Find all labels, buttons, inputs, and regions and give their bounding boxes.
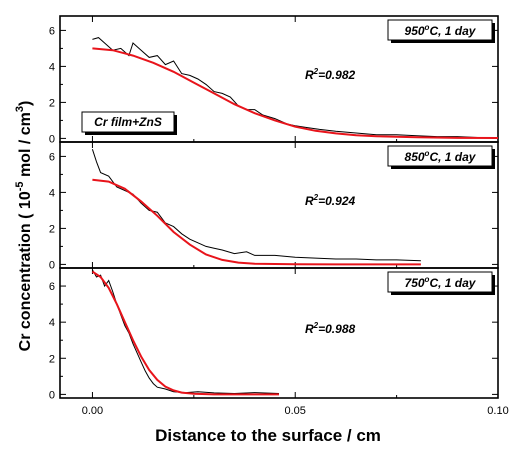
degree-sign: o [425, 149, 430, 158]
y-axis-title: Cr concentration ( 10-5 mol / cm3) [14, 101, 34, 352]
temperature-rest: C, 1 day [429, 276, 476, 290]
y-axis-title-close: ) [17, 101, 34, 106]
r-squared-label: R2=0.982 [305, 67, 355, 82]
x-tick-label: 0.00 [82, 405, 103, 417]
temperature-value: 950 [405, 24, 425, 38]
label-box [387, 145, 493, 167]
r-squared-exp: 2 [313, 321, 319, 330]
temperature-value: 850 [405, 150, 425, 164]
x-axis-title: Distance to the surface / cm [155, 426, 381, 445]
y-tick-label: 0 [49, 389, 55, 401]
r-squared-label: R2=0.988 [305, 321, 355, 336]
y-tick-label: 4 [49, 317, 55, 329]
y-axis-title-exp: -5 [14, 182, 26, 192]
fit-series [91, 270, 279, 396]
temperature-rest: C, 1 day [429, 24, 476, 38]
x-tick-label: 0.10 [487, 405, 508, 417]
temperature-rest: C, 1 day [429, 150, 476, 164]
y-axis-title-unit-exp: 3 [14, 106, 26, 112]
r-squared-exp: 2 [313, 67, 319, 76]
panel-frame [59, 267, 499, 399]
r-squared-label: R2=0.924 [305, 193, 355, 208]
measured-series [92, 37, 498, 138]
measured-series [91, 149, 421, 262]
y-axis-title-unit: mol / cm [17, 112, 34, 181]
y-tick-label: 0 [49, 133, 55, 145]
y-tick-label: 2 [49, 223, 55, 235]
y-tick-label: 2 [49, 97, 55, 109]
y-tick-label: 4 [49, 61, 55, 73]
degree-sign: o [425, 23, 430, 32]
temperature-label: 750oC, 1 day [405, 275, 477, 290]
r-squared-r: R [305, 322, 314, 336]
degree-sign: o [425, 275, 430, 284]
r-squared-exp: 2 [313, 193, 319, 202]
sample-note: Cr film+ZnS [94, 115, 162, 129]
fit-series [92, 47, 499, 139]
y-tick-label: 6 [49, 151, 55, 163]
temperature-value: 750 [405, 276, 425, 290]
r-squared-value: =0.924 [318, 194, 355, 208]
temperature-label: 950oC, 1 day [405, 23, 477, 38]
y-tick-label: 4 [49, 187, 55, 199]
label-box [387, 19, 493, 41]
y-tick-label: 0 [49, 259, 55, 271]
r-squared-value: =0.988 [318, 322, 355, 336]
r-squared-r: R [305, 194, 314, 208]
y-tick-label: 6 [49, 281, 55, 293]
note-box [81, 111, 175, 133]
y-axis-title-main: Cr concentration ( 10 [17, 191, 34, 351]
fit-series [92, 178, 421, 266]
y-tick-label: 2 [49, 353, 55, 365]
r-squared-r: R [305, 68, 314, 82]
x-axis: 0.00 0.05 0.10 [82, 405, 509, 417]
x-tick-label: 0.05 [285, 405, 306, 417]
r-squared-value: =0.982 [318, 68, 355, 82]
measured-series [91, 269, 280, 395]
label-box [387, 271, 493, 293]
temperature-label: 850oC, 1 day [405, 149, 477, 164]
y-tick-label: 6 [49, 25, 55, 37]
